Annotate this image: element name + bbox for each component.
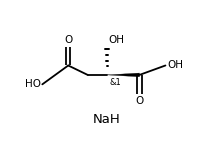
Text: &1: &1 [110,78,121,87]
Text: NaH: NaH [93,113,121,126]
Text: HO: HO [25,79,41,89]
Text: O: O [64,35,72,45]
Polygon shape [107,73,140,77]
Text: OH: OH [167,60,183,71]
Text: O: O [135,95,144,106]
Text: OH: OH [109,35,125,45]
